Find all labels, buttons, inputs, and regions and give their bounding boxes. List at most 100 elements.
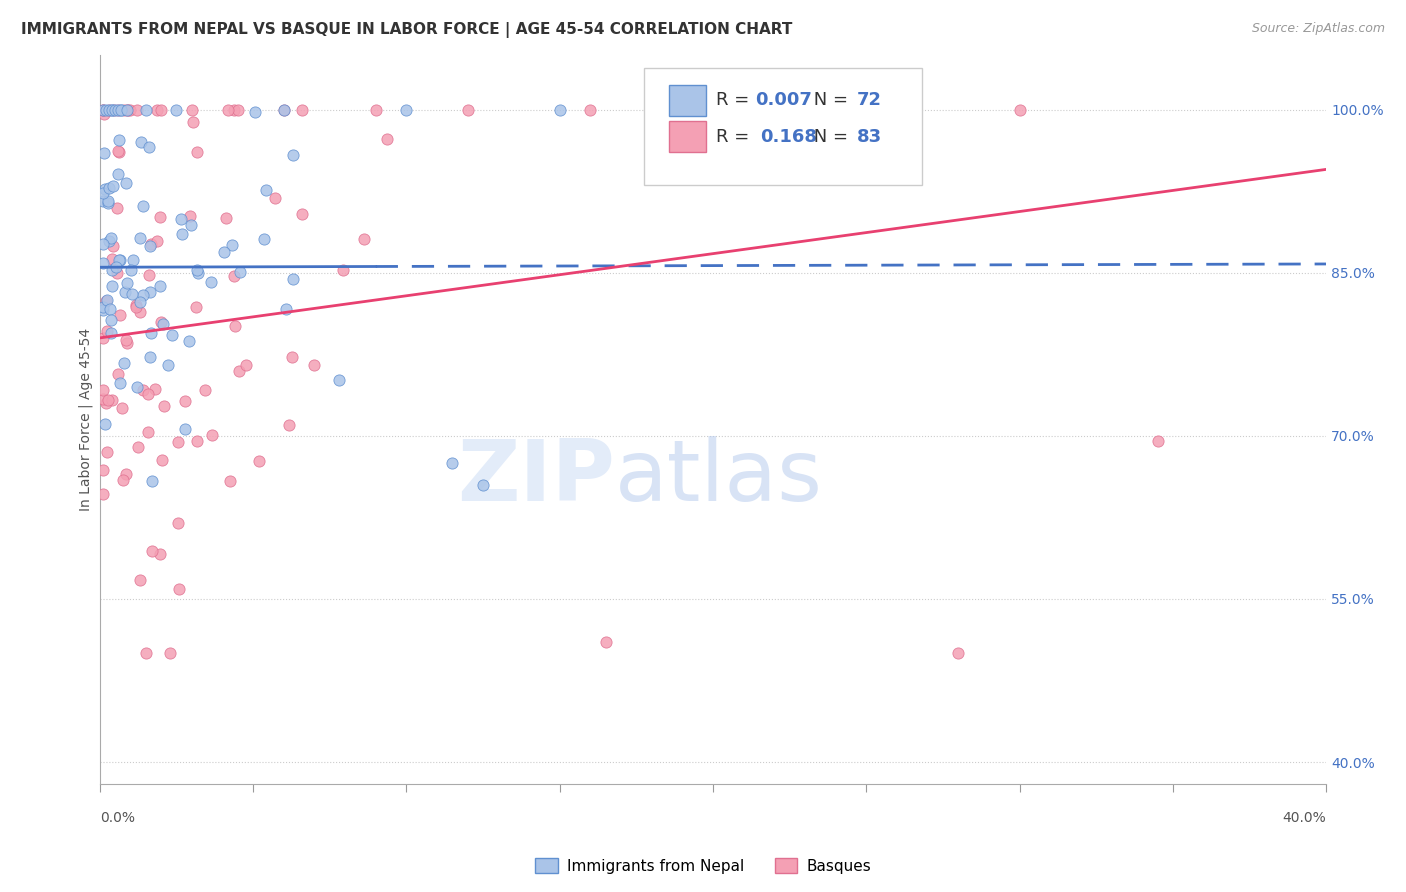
Point — [107, 144, 129, 158]
Point — [105, 201, 128, 215]
Point — [96, 445, 118, 459]
Text: 40.0%: 40.0% — [1282, 811, 1326, 825]
Point — [107, 133, 129, 147]
Point — [100, 262, 122, 277]
Point — [150, 452, 173, 467]
Point — [100, 231, 122, 245]
Point — [200, 275, 222, 289]
Point — [120, 103, 142, 117]
Point — [281, 148, 304, 162]
Point — [235, 359, 257, 373]
Point — [115, 103, 138, 117]
Point — [139, 351, 162, 365]
Point — [218, 474, 240, 488]
Point — [149, 279, 172, 293]
Point — [179, 209, 201, 223]
Point — [101, 103, 124, 117]
Point — [91, 103, 114, 117]
Point — [117, 336, 139, 351]
Point — [254, 183, 277, 197]
Point — [97, 196, 120, 211]
Point — [180, 218, 202, 232]
Point — [201, 427, 224, 442]
Point — [107, 367, 129, 381]
Text: 0.007: 0.007 — [755, 91, 811, 110]
Point — [94, 182, 117, 196]
Point — [145, 382, 167, 396]
Point — [127, 440, 149, 454]
Point — [94, 103, 117, 117]
Point — [222, 103, 245, 117]
Point — [304, 359, 326, 373]
Point — [129, 294, 152, 309]
Point — [149, 314, 172, 328]
Point — [224, 318, 246, 333]
Point — [139, 285, 162, 300]
Point — [167, 582, 190, 596]
Point — [101, 178, 124, 193]
Point — [247, 454, 270, 468]
Text: 83: 83 — [856, 128, 882, 145]
Point — [1146, 434, 1168, 449]
Point — [138, 268, 160, 282]
Point — [141, 474, 163, 488]
Point — [105, 260, 128, 275]
Text: IMMIGRANTS FROM NEPAL VS BASQUE IN LABOR FORCE | AGE 45-54 CORRELATION CHART: IMMIGRANTS FROM NEPAL VS BASQUE IN LABOR… — [21, 22, 793, 38]
Point — [170, 212, 193, 227]
Point — [112, 103, 135, 117]
Point — [91, 103, 114, 117]
Point — [107, 103, 129, 117]
Point — [135, 646, 157, 660]
Point — [101, 103, 124, 117]
Text: R =: R = — [716, 91, 755, 110]
FancyBboxPatch shape — [644, 68, 922, 185]
Point — [96, 393, 118, 408]
Point — [117, 103, 139, 117]
Point — [215, 211, 238, 226]
Point — [152, 318, 174, 332]
Point — [145, 234, 167, 248]
Point — [138, 386, 160, 401]
Point — [138, 139, 160, 153]
Point — [107, 253, 129, 268]
Point — [186, 262, 208, 277]
Point — [117, 103, 139, 117]
Point — [91, 103, 114, 117]
Point — [100, 326, 122, 340]
Point — [96, 293, 118, 307]
Point — [100, 313, 122, 327]
Point — [179, 334, 201, 348]
Point — [110, 376, 132, 390]
Point — [101, 393, 124, 408]
Legend: Immigrants from Nepal, Basques: Immigrants from Nepal, Basques — [529, 852, 877, 880]
Point — [129, 135, 152, 149]
Point — [110, 103, 132, 117]
Point — [94, 396, 117, 410]
Point — [281, 351, 304, 365]
Point — [114, 285, 136, 299]
Point — [105, 266, 128, 280]
Point — [194, 383, 217, 397]
Point — [129, 573, 152, 587]
FancyBboxPatch shape — [669, 121, 706, 152]
Point — [165, 103, 187, 117]
Point — [332, 262, 354, 277]
Point — [91, 463, 114, 477]
Point — [110, 309, 132, 323]
Point — [183, 114, 205, 128]
Text: atlas: atlas — [614, 436, 823, 519]
Point — [93, 107, 115, 121]
Point — [174, 393, 197, 408]
Point — [97, 103, 120, 117]
Point — [159, 646, 181, 660]
Point — [364, 103, 387, 117]
Point — [291, 103, 314, 117]
Point — [167, 434, 190, 449]
Point — [172, 227, 194, 241]
Point — [120, 263, 142, 277]
Point — [253, 232, 276, 246]
Point — [186, 145, 208, 159]
Point — [228, 364, 250, 378]
Point — [114, 177, 136, 191]
Point — [115, 333, 138, 347]
